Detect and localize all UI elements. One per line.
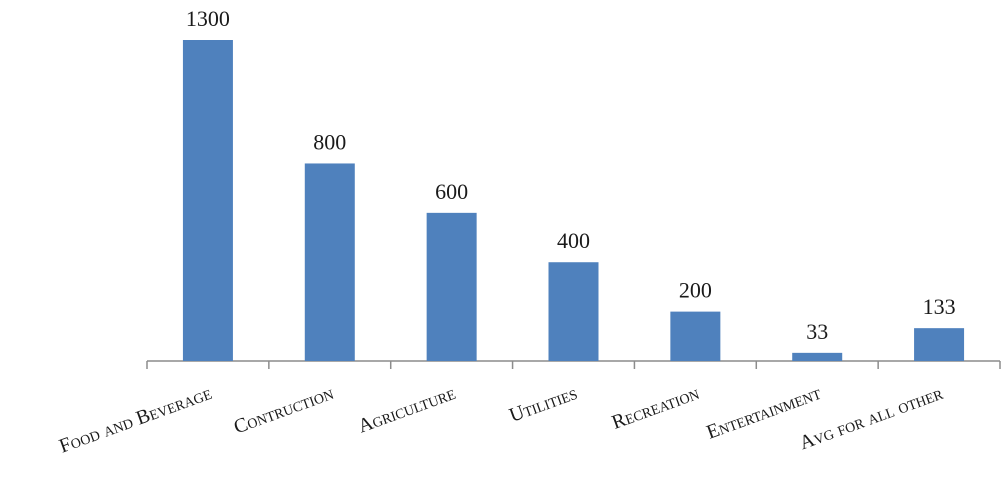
value-label: 33 bbox=[806, 319, 828, 344]
value-label: 600 bbox=[435, 179, 468, 204]
x-tick-label: Utilities bbox=[506, 382, 580, 427]
value-label: 400 bbox=[557, 228, 590, 253]
value-label: 800 bbox=[313, 129, 346, 154]
bar bbox=[914, 328, 965, 361]
value-label: 1300 bbox=[186, 6, 230, 31]
x-tick-label: Agriculture bbox=[355, 382, 458, 438]
bar bbox=[548, 262, 599, 361]
x-tick-label: Recreation bbox=[609, 382, 702, 434]
x-tick-label: Food and Beverage bbox=[56, 382, 214, 458]
value-label: 133 bbox=[923, 294, 956, 319]
bar bbox=[304, 163, 355, 361]
x-tick-label: Contruction bbox=[231, 382, 337, 438]
value-label: 200 bbox=[679, 278, 712, 303]
bar bbox=[426, 212, 477, 361]
bar bbox=[792, 352, 843, 361]
bar bbox=[670, 311, 721, 361]
bar bbox=[182, 40, 233, 361]
